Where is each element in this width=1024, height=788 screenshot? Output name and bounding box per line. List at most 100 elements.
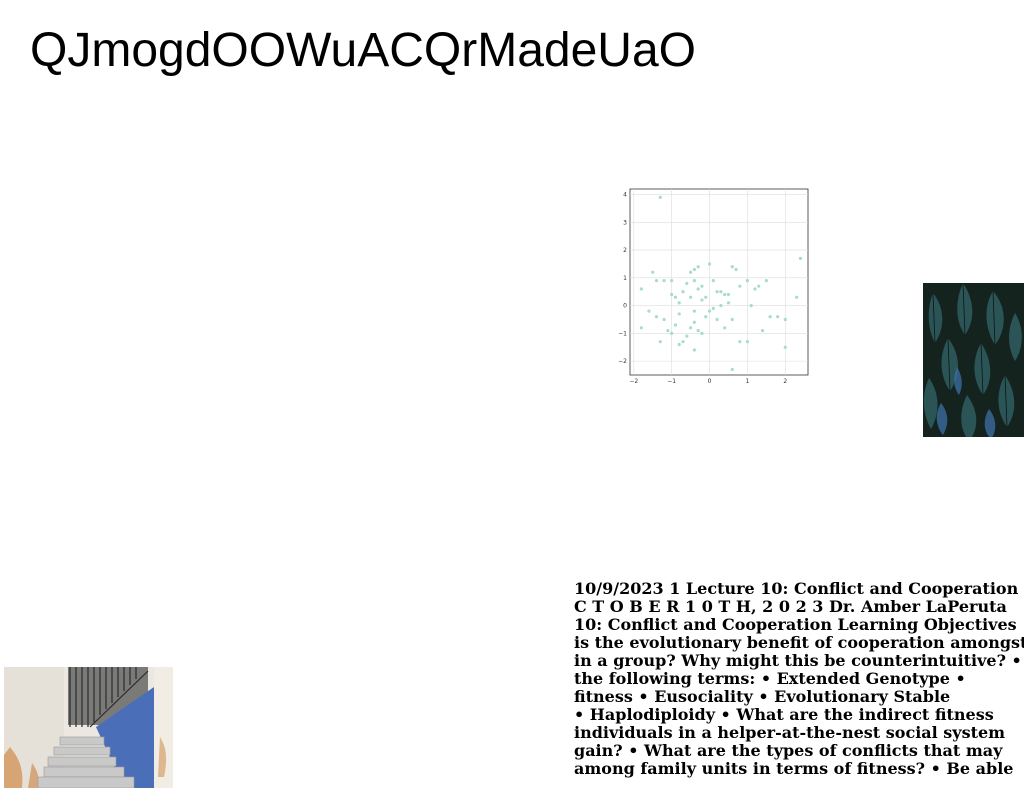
scatter-point (700, 284, 704, 288)
scatter-point (654, 315, 659, 319)
text-line: 10: Conflict and Cooperation Learning Ob… (574, 615, 1024, 634)
scatter-point (677, 312, 681, 316)
scatter-point (681, 340, 685, 344)
scatter-point (662, 317, 666, 322)
scatter-plot-image: −2 −1 0 1 2 4 3 2 1 0 −1 −2 (618, 184, 814, 388)
scatter-point (730, 367, 734, 372)
text-line: individuals in a helper-at-the-nest soci… (574, 723, 1006, 742)
scatter-point (662, 279, 666, 283)
y-tick-label: −1 (618, 330, 627, 337)
text-line: among family units in terms of fitness? … (574, 759, 1014, 778)
y-tick-label: 1 (623, 275, 627, 282)
text-line: is the evolutionary benefit of cooperati… (574, 633, 1024, 652)
leaves-illustration (923, 283, 1024, 437)
y-tick-label: 4 (623, 192, 627, 199)
scatter-point (647, 309, 651, 313)
scatter-point (711, 279, 715, 283)
scatter-point (692, 348, 696, 352)
text-line: 10/9/2023 1 Lecture 10: Conflict and Coo… (574, 579, 1019, 598)
scatter-point (715, 290, 719, 294)
scatter-point (696, 287, 700, 291)
y-axis-ticks: 4 3 2 1 0 −1 −2 (618, 192, 627, 366)
scatter-point (749, 303, 753, 308)
scatter-point (692, 309, 696, 313)
x-tick-label: 2 (783, 378, 787, 385)
scatter-point (707, 309, 712, 313)
x-axis-ticks: −2 −1 0 1 2 (629, 378, 787, 385)
scatter-point (685, 334, 689, 338)
stairs-illustration (4, 667, 173, 788)
scatter-point (704, 295, 708, 299)
text-line: • Haplodiploidy • What are the indirect … (574, 705, 994, 724)
scatter-point (673, 323, 678, 327)
scatter-point (658, 195, 662, 199)
x-tick-label: 0 (708, 378, 712, 385)
scatter-plot: −2 −1 0 1 2 4 3 2 1 0 −1 −2 (618, 188, 809, 385)
scatter-point (776, 315, 780, 319)
scatter-point (734, 267, 738, 272)
scatter-point (711, 306, 715, 310)
scatter-point (670, 331, 674, 335)
text-line: C T O B E R 1 0 T H, 2 0 2 3 Dr. Amber L… (574, 597, 1007, 616)
scatter-point (719, 290, 723, 294)
scatter-point (673, 295, 678, 299)
scatter-point (685, 281, 689, 285)
scatter-point (745, 340, 750, 344)
scatter-point (670, 292, 674, 297)
scatter-point (738, 284, 742, 288)
scatter-point (783, 317, 787, 322)
scatter-point (704, 315, 708, 319)
scatter-point (688, 270, 693, 274)
scatter-point (651, 270, 655, 274)
scatter-point (764, 279, 768, 283)
scatter-point (723, 292, 727, 297)
scatter-point (715, 317, 719, 322)
scatter-point (658, 340, 662, 344)
x-tick-label: −1 (667, 378, 676, 385)
leaves-photo (923, 283, 1024, 437)
scatter-point (692, 279, 696, 283)
scatter-point (726, 301, 731, 305)
plot-frame (629, 188, 809, 376)
text-line: gain? • What are the types of conflicts … (574, 741, 1003, 760)
scatter-point (654, 279, 659, 283)
scatter-point (670, 279, 674, 283)
scatter-point (768, 315, 772, 319)
text-line: in a group? Why might this be counterint… (574, 651, 1022, 670)
scatter-points (639, 195, 803, 372)
text-line: the following terms: • Extended Genotype… (574, 669, 966, 688)
scatter-point (760, 328, 765, 333)
scatter-point (730, 317, 734, 322)
scatter-point (723, 326, 727, 330)
scatter-point (795, 295, 799, 299)
scatter-point (757, 284, 761, 288)
scatter-point (677, 301, 681, 305)
scatter-point (677, 342, 681, 347)
scatter-point (639, 326, 643, 330)
grid-lines (630, 189, 808, 375)
scatter-point (688, 326, 693, 330)
scatter-point (707, 262, 712, 266)
scatter-point (798, 256, 803, 261)
body-text: 10/9/2023 1 Lecture 10: Conflict and Coo… (574, 580, 1024, 778)
scatter-point (639, 287, 643, 291)
x-tick-label: −2 (629, 378, 638, 385)
y-tick-label: −2 (618, 358, 627, 365)
scatter-point (696, 265, 700, 269)
scatter-point (726, 292, 731, 297)
scatter-point (753, 287, 757, 291)
stairs-photo (4, 667, 173, 788)
scatter-point (692, 267, 696, 272)
y-tick-label: 3 (623, 219, 627, 226)
scatter-point (783, 345, 787, 349)
scatter-point (696, 328, 700, 333)
scatter-point (738, 340, 742, 344)
scatter-point (688, 295, 693, 299)
y-tick-label: 0 (623, 303, 627, 310)
scatter-point (730, 265, 734, 269)
scatter-point (700, 298, 704, 302)
scatter-point (681, 290, 685, 294)
y-tick-label: 2 (623, 247, 627, 254)
scatter-point (692, 320, 696, 324)
page-title: QJmogdOOWuACQrMadeUaO (30, 24, 696, 77)
